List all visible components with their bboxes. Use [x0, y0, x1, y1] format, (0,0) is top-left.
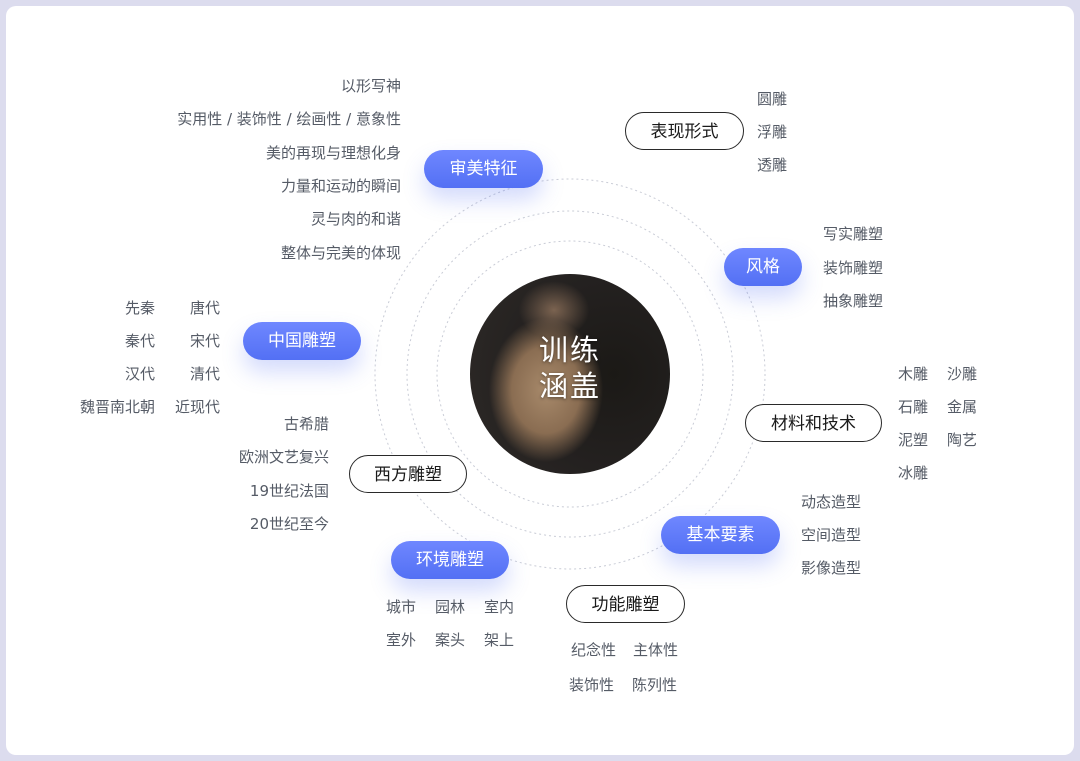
center-title-line1: 训练	[538, 333, 601, 367]
western-item: 古希腊	[283, 415, 329, 433]
environment-item: 室内	[484, 598, 515, 616]
aesthetic-item: 以形写神	[340, 77, 401, 95]
basic-item: 动态造型	[801, 493, 862, 511]
node-style[interactable]: 风格	[724, 248, 802, 286]
center-title: 训练 涵盖	[470, 332, 670, 404]
middle-ring	[406, 210, 734, 538]
node-form[interactable]: 表现形式	[625, 112, 744, 150]
function-item: 主体性	[633, 641, 679, 659]
aesthetic-item: 实用性 / 装饰性 / 绘画性 / 意象性	[177, 110, 401, 128]
function-item: 纪念性	[571, 641, 617, 659]
material-item: 冰雕	[898, 464, 929, 482]
environment-item: 架上	[484, 631, 515, 649]
basic-item: 影像造型	[801, 559, 862, 577]
aesthetic-item: 灵与肉的和谐	[310, 210, 401, 228]
environment-item: 园林	[435, 598, 466, 616]
material-item: 沙雕	[947, 365, 978, 383]
environment-item: 室外	[386, 631, 417, 649]
material-item: 金属	[947, 398, 978, 416]
basic-item: 空间造型	[801, 526, 862, 544]
chinese-item: 清代	[189, 365, 220, 383]
form-item: 浮雕	[757, 123, 788, 141]
material-item: 陶艺	[947, 431, 978, 449]
chinese-item: 宋代	[189, 332, 220, 350]
western-item: 欧洲文艺复兴	[238, 448, 329, 466]
node-aesthetic[interactable]: 审美特征	[424, 150, 543, 188]
node-basic[interactable]: 基本要素	[661, 516, 780, 554]
function-item: 陈列性	[632, 676, 678, 694]
function-item: 装饰性	[569, 676, 615, 694]
aesthetic-item: 美的再现与理想化身	[265, 144, 401, 162]
chinese-item: 汉代	[124, 365, 155, 383]
center-title-line2: 涵盖	[538, 369, 601, 403]
node-chinese[interactable]: 中国雕塑	[243, 322, 361, 360]
center-terracotta-image: 训练 涵盖	[470, 274, 670, 474]
style-item: 写实雕塑	[823, 225, 884, 243]
aesthetic-item: 整体与完美的体现	[280, 244, 401, 262]
form-item: 透雕	[757, 156, 788, 174]
node-material[interactable]: 材料和技术	[745, 404, 882, 442]
western-item: 20世纪至今	[249, 515, 329, 533]
environment-item: 案头	[435, 631, 466, 649]
outer-ring	[374, 178, 766, 570]
inner-ring	[436, 240, 704, 508]
chinese-item: 秦代	[124, 332, 155, 350]
chinese-item: 唐代	[189, 299, 220, 317]
material-item: 木雕	[898, 365, 929, 383]
chinese-item: 近现代	[174, 398, 220, 416]
material-item: 石雕	[898, 398, 929, 416]
style-item: 装饰雕塑	[823, 259, 884, 277]
node-western[interactable]: 西方雕塑	[349, 455, 467, 493]
aesthetic-item: 力量和运动的瞬间	[280, 177, 401, 195]
node-function[interactable]: 功能雕塑	[566, 585, 685, 623]
environment-item: 城市	[386, 598, 417, 616]
chinese-item: 魏晋南北朝	[79, 398, 155, 416]
western-item: 19世纪法国	[249, 482, 329, 500]
node-environment[interactable]: 环境雕塑	[391, 541, 509, 579]
material-item: 泥塑	[898, 431, 929, 449]
chinese-item: 先秦	[124, 299, 155, 317]
form-item: 圆雕	[757, 90, 788, 108]
style-item: 抽象雕塑	[823, 292, 884, 310]
